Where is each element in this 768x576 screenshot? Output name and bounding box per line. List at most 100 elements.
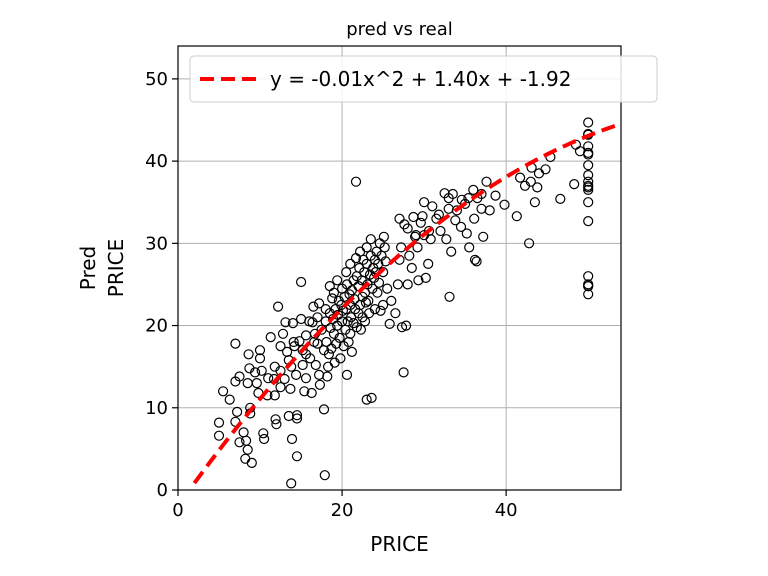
scatter-point — [427, 201, 438, 212]
scatter-point — [254, 353, 266, 364]
scatter-point — [443, 203, 454, 214]
scatter-point — [471, 256, 482, 267]
scatter-point — [469, 213, 480, 224]
fit-curve — [192, 122, 622, 485]
scatter-point — [258, 428, 269, 439]
scatter-point — [345, 258, 356, 269]
scatter-point — [417, 211, 428, 222]
scatter-point — [332, 275, 343, 286]
scatter-point — [275, 382, 286, 393]
plot-frame — [177, 45, 622, 491]
scatter-point — [372, 287, 383, 298]
scatter-point — [359, 316, 371, 327]
x-tick-label: 40 — [495, 500, 518, 521]
scatter-point — [386, 295, 397, 306]
scatter-point — [464, 242, 475, 253]
scatter-point — [269, 390, 280, 401]
scatter-point — [361, 242, 372, 253]
scatter-point — [251, 378, 262, 389]
scatter-point — [402, 279, 413, 290]
scatter-point — [322, 371, 333, 382]
scatter-point — [270, 414, 281, 425]
scatter-point — [401, 320, 412, 331]
scatter-point — [331, 338, 342, 349]
scatter-point — [384, 318, 395, 329]
scatter-point — [481, 176, 492, 187]
scatter-point — [256, 365, 267, 376]
scatter-point — [280, 317, 291, 328]
scatter-point — [243, 349, 254, 360]
scatter-point — [484, 205, 495, 216]
scatter-point — [420, 272, 431, 283]
scatter-point — [583, 149, 594, 160]
scatter-point — [246, 457, 257, 468]
scatter-point — [350, 176, 362, 187]
scatter-point — [306, 387, 317, 399]
scatter-point — [346, 346, 357, 357]
scatter-point — [250, 367, 261, 378]
scatter-point — [265, 332, 276, 343]
scatter-point — [318, 404, 330, 415]
y-tick-label: 30 — [145, 233, 168, 254]
scatter-point — [583, 160, 594, 171]
scatter-point — [296, 313, 307, 325]
scatter-point — [314, 298, 325, 309]
scatter-point — [275, 341, 286, 352]
scatter-point — [321, 336, 332, 348]
scatter-point — [435, 225, 446, 237]
scatter-point — [419, 197, 430, 208]
scatter-point — [341, 267, 352, 278]
scatter-point — [241, 435, 252, 446]
scatter-point — [583, 182, 594, 193]
scatter-point — [583, 271, 594, 282]
scatter-point — [583, 141, 594, 152]
scatter-point — [461, 228, 472, 239]
data-points — [213, 117, 594, 489]
scatter-point — [213, 417, 225, 428]
scatter-point — [291, 369, 302, 380]
scatter-point — [224, 394, 235, 405]
scatter-point — [523, 238, 535, 249]
scatter-point — [287, 318, 298, 329]
x-axis-label: PRICE — [370, 532, 428, 556]
scatter-point — [279, 373, 290, 385]
scatter-point — [583, 184, 594, 195]
chart-title: pred vs real — [346, 19, 453, 40]
scatter-point — [583, 117, 594, 128]
scatter-point — [286, 433, 298, 445]
scatter-point — [335, 353, 346, 364]
scatter-point — [213, 430, 225, 441]
scatter-point — [540, 164, 551, 175]
scatter-point — [240, 453, 251, 464]
scatter-point — [300, 330, 312, 341]
scatter-point — [447, 188, 458, 200]
scatter-point — [378, 231, 389, 242]
scatter-point — [412, 242, 423, 253]
scatter-point — [460, 198, 471, 209]
scatter-point — [271, 419, 282, 430]
legend-label: y = -0.01x^2 + 1.40x + -1.92 — [270, 67, 571, 91]
scatter-point — [396, 242, 407, 253]
scatter-point — [285, 383, 296, 394]
scatter-point — [444, 291, 455, 302]
y-axis-label-line1: Pred — [76, 246, 100, 291]
scatter-point — [394, 213, 405, 224]
scatter-point — [379, 242, 390, 253]
legend-box — [189, 55, 658, 103]
scatter-point — [328, 287, 339, 298]
y-tick-label: 50 — [145, 69, 168, 90]
scatter-point — [406, 262, 417, 274]
scatter-point — [341, 369, 353, 380]
scatter-point — [413, 275, 424, 286]
scatter-point — [254, 345, 266, 356]
scatter-point — [404, 250, 415, 261]
scatter-point — [398, 367, 409, 378]
scatter-point — [369, 304, 380, 315]
y-tick-label: 10 — [145, 398, 168, 419]
scatter-point — [234, 437, 245, 448]
scatter-point — [360, 297, 371, 308]
scatter-point — [277, 328, 289, 339]
scatter-point — [468, 184, 479, 195]
scatter-point — [300, 373, 312, 384]
scatter-point — [476, 203, 487, 214]
